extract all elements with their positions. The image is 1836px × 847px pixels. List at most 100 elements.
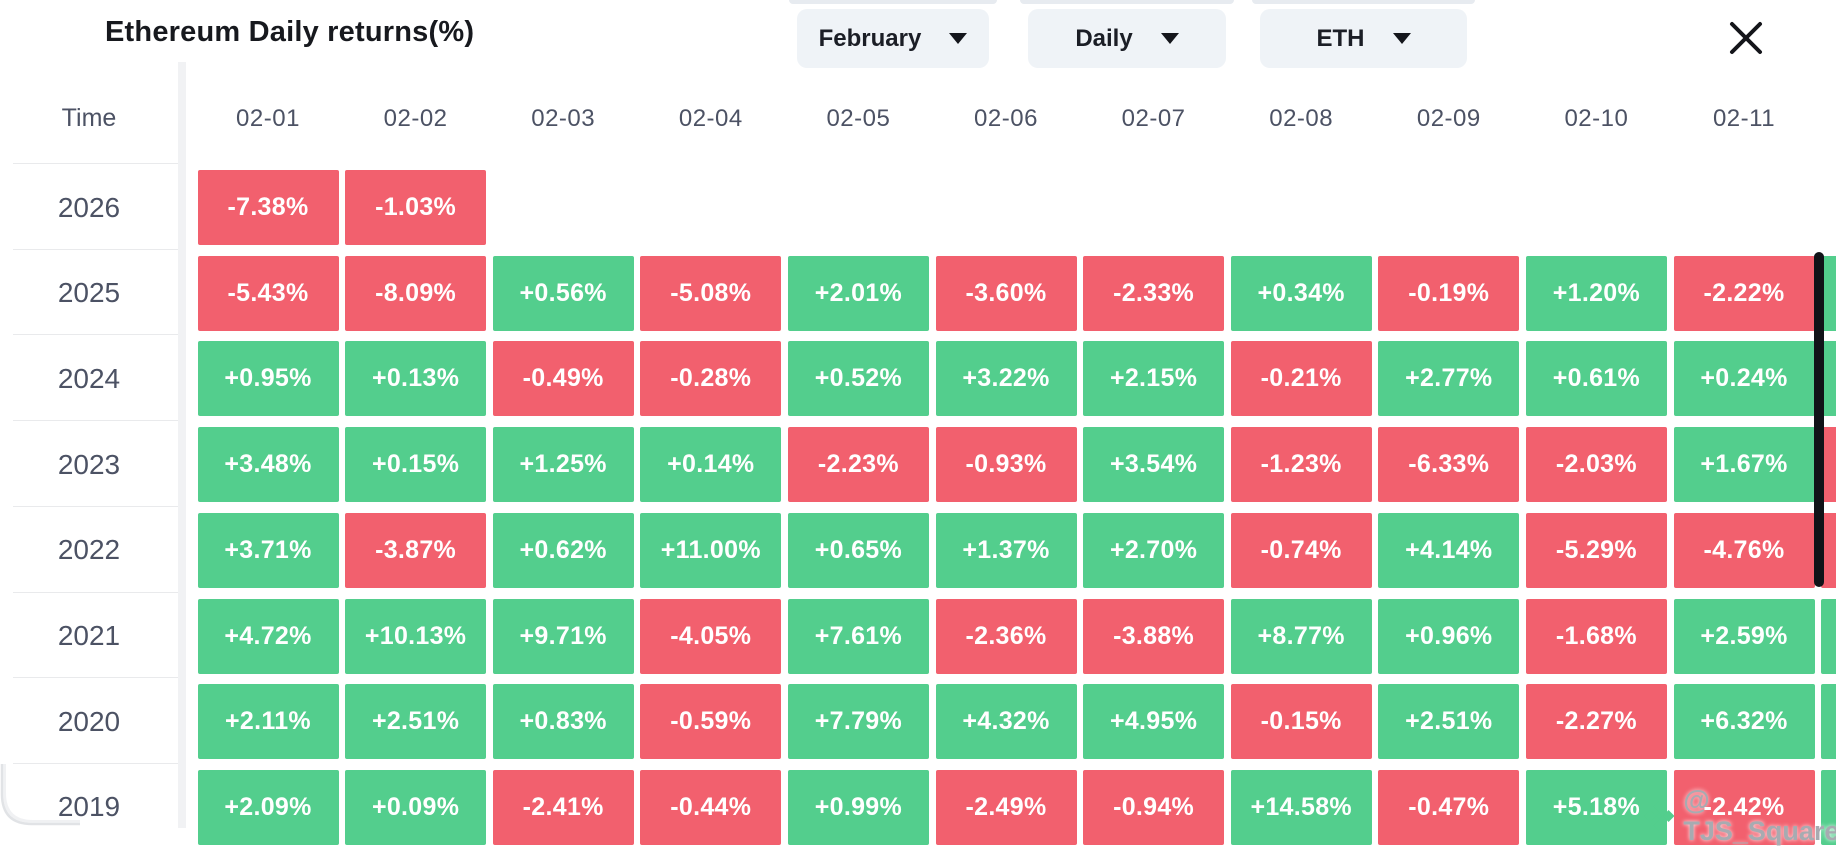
heatmap-cell[interactable]: +4.95% — [1083, 684, 1225, 760]
heatmap-cell[interactable]: +2.01% — [787, 255, 929, 331]
heatmap-cell[interactable]: -5.43% — [197, 255, 339, 331]
heatmap-cell[interactable]: +0.14% — [640, 427, 782, 503]
heatmap-cell[interactable]: +0.15% — [345, 427, 487, 503]
heatmap-cell[interactable]: +10.13% — [345, 598, 487, 674]
heatmap-cell[interactable]: +2.70% — [1083, 512, 1225, 588]
heatmap-cell[interactable]: -1.68% — [1525, 598, 1667, 674]
heatmap-cell[interactable]: +4.72% — [197, 598, 339, 674]
column-header: 02-05 — [826, 105, 891, 132]
heatmap-cell[interactable]: -2.23% — [787, 427, 929, 503]
heatmap-cell[interactable]: +0.95% — [197, 341, 339, 417]
heatmap-cell[interactable]: -2.27% — [1525, 684, 1667, 760]
heatmap-cell[interactable]: +0.52% — [787, 341, 929, 417]
column-header: 02-03 — [531, 105, 596, 132]
heatmap-cell[interactable]: -3.87% — [345, 512, 487, 588]
heatmap-cell[interactable]: -0.19% — [1378, 255, 1520, 331]
row-year-label: 2024 — [57, 362, 121, 394]
month-dropdown-label: February — [818, 24, 922, 52]
heatmap-cell[interactable]: +3.54% — [1083, 427, 1225, 503]
chevron-down-icon — [1392, 33, 1411, 44]
row-separator — [13, 420, 178, 422]
heatmap-cell[interactable]: -1.23% — [1230, 427, 1372, 503]
heatmap-cell[interactable]: +0.24% — [1673, 341, 1815, 417]
heatmap-cell[interactable]: +7.79% — [787, 684, 929, 760]
heatmap-cell[interactable]: +0.09% — [345, 769, 487, 845]
heatmap-cell[interactable]: +8.77% — [1230, 598, 1372, 674]
heatmap-cell[interactable]: +0.61% — [1525, 341, 1667, 417]
heatmap-cell[interactable]: +0.34% — [1230, 255, 1372, 331]
heatmap-cell[interactable]: +1.25% — [492, 427, 634, 503]
column-header: 02-08 — [1269, 105, 1334, 132]
heatmap-cell[interactable]: -0.94% — [1083, 769, 1225, 845]
heatmap-cell[interactable]: -2.33% — [1083, 255, 1225, 331]
heatmap-cell[interactable]: +0.83% — [492, 684, 634, 760]
heatmap-cell[interactable]: +0.13% — [345, 341, 487, 417]
heatmap-cell[interactable]: -1.03% — [345, 170, 487, 245]
interval-dropdown[interactable]: Daily — [1028, 9, 1226, 68]
asset-dropdown[interactable]: ETH — [1260, 9, 1467, 68]
heatmap-cell[interactable]: +1.37% — [935, 512, 1077, 588]
heatmap-cell[interactable]: -5.08% — [640, 255, 782, 331]
page-title: Ethereum Daily returns(%) — [105, 16, 475, 48]
heatmap-cell[interactable]: -0.21% — [1230, 341, 1372, 417]
interval-dropdown-label: Daily — [1075, 24, 1133, 52]
heatmap-cell[interactable]: +2.51% — [345, 684, 487, 760]
column-header: 02-04 — [678, 105, 743, 132]
heatmap-cell[interactable]: +4.14% — [1378, 512, 1520, 588]
heatmap-cell[interactable]: -0.49% — [492, 341, 634, 417]
column-header: 02-01 — [236, 105, 300, 132]
heatmap-cell[interactable]: -3.88% — [1083, 598, 1225, 674]
heatmap-cell[interactable]: +4.32% — [935, 684, 1077, 760]
heatmap-cell[interactable]: +0.99% — [787, 769, 929, 845]
heatmap-cell[interactable]: -6.33% — [1378, 427, 1520, 503]
heatmap-cell[interactable]: -2.03% — [1525, 427, 1667, 503]
heatmap-cell[interactable]: -0.93% — [935, 427, 1077, 503]
heatmap-cell[interactable]: +2.11% — [197, 684, 339, 760]
heatmap-cell[interactable]: +3.22% — [935, 341, 1077, 417]
heatmap-cell[interactable]: -0.59% — [640, 684, 782, 760]
heatmap-cell-edge — [1821, 769, 1836, 845]
heatmap-cell[interactable]: +6.32% — [1673, 684, 1815, 760]
heatmap-cell[interactable]: -2.22% — [1673, 255, 1815, 331]
heatmap-cell[interactable]: -0.74% — [1230, 512, 1372, 588]
month-dropdown[interactable]: February — [797, 9, 989, 68]
heatmap-cell-edge — [1821, 341, 1836, 417]
heatmap-cell[interactable]: -2.49% — [935, 769, 1077, 845]
heatmap-cell[interactable]: -5.29% — [1525, 512, 1667, 588]
heatmap-cell[interactable]: +2.77% — [1378, 341, 1520, 417]
heatmap-cell[interactable]: +0.62% — [492, 512, 634, 588]
heatmap-cell[interactable]: -4.05% — [640, 598, 782, 674]
heatmap-cell[interactable]: -0.15% — [1230, 684, 1372, 760]
heatmap-cell[interactable]: -7.38% — [197, 170, 339, 245]
heatmap-cell[interactable]: -3.60% — [935, 255, 1077, 331]
heatmap-cell[interactable]: +0.65% — [787, 512, 929, 588]
heatmap-cell[interactable]: -0.28% — [640, 341, 782, 417]
heatmap-cell[interactable]: +9.71% — [492, 598, 634, 674]
heatmap-cell[interactable]: +11.00% — [640, 512, 782, 588]
heatmap-cell[interactable]: -2.36% — [935, 598, 1077, 674]
row-year-label: 2019 — [57, 791, 121, 823]
heatmap-cell[interactable]: -0.47% — [1378, 769, 1520, 845]
heatmap-cell[interactable]: -2.41% — [492, 769, 634, 845]
heatmap-cell[interactable]: +2.15% — [1083, 341, 1225, 417]
heatmap-cell[interactable]: +0.96% — [1378, 598, 1520, 674]
heatmap-cell[interactable]: +1.20% — [1525, 255, 1667, 331]
heatmap-cell[interactable]: +2.59% — [1673, 598, 1815, 674]
heatmap-cell[interactable]: +3.48% — [197, 427, 339, 503]
watermark-text: @ TJS_Square — [1683, 785, 1836, 846]
heatmap-cell[interactable]: -0.44% — [640, 769, 782, 845]
heatmap-cell[interactable]: +1.67% — [1673, 427, 1815, 503]
heatmap-cell[interactable]: +0.56% — [492, 255, 634, 331]
close-button[interactable] — [1727, 19, 1765, 57]
heatmap-cell[interactable]: +3.71% — [197, 512, 339, 588]
heatmap-cell[interactable]: -4.76% — [1673, 512, 1815, 588]
heatmap-cell[interactable]: -8.09% — [345, 255, 487, 331]
row-year-label: 2020 — [57, 705, 121, 737]
heatmap-cell[interactable]: +14.58% — [1230, 769, 1372, 845]
vertical-scrollbar[interactable] — [1814, 252, 1824, 587]
heatmap-cell-edge — [1821, 684, 1836, 760]
heatmap-cell[interactable]: +7.61% — [787, 598, 929, 674]
heatmap-cell[interactable]: +2.51% — [1378, 684, 1520, 760]
heatmap-cell-edge — [1821, 255, 1836, 331]
heatmap-cell[interactable]: +2.09% — [197, 769, 339, 845]
